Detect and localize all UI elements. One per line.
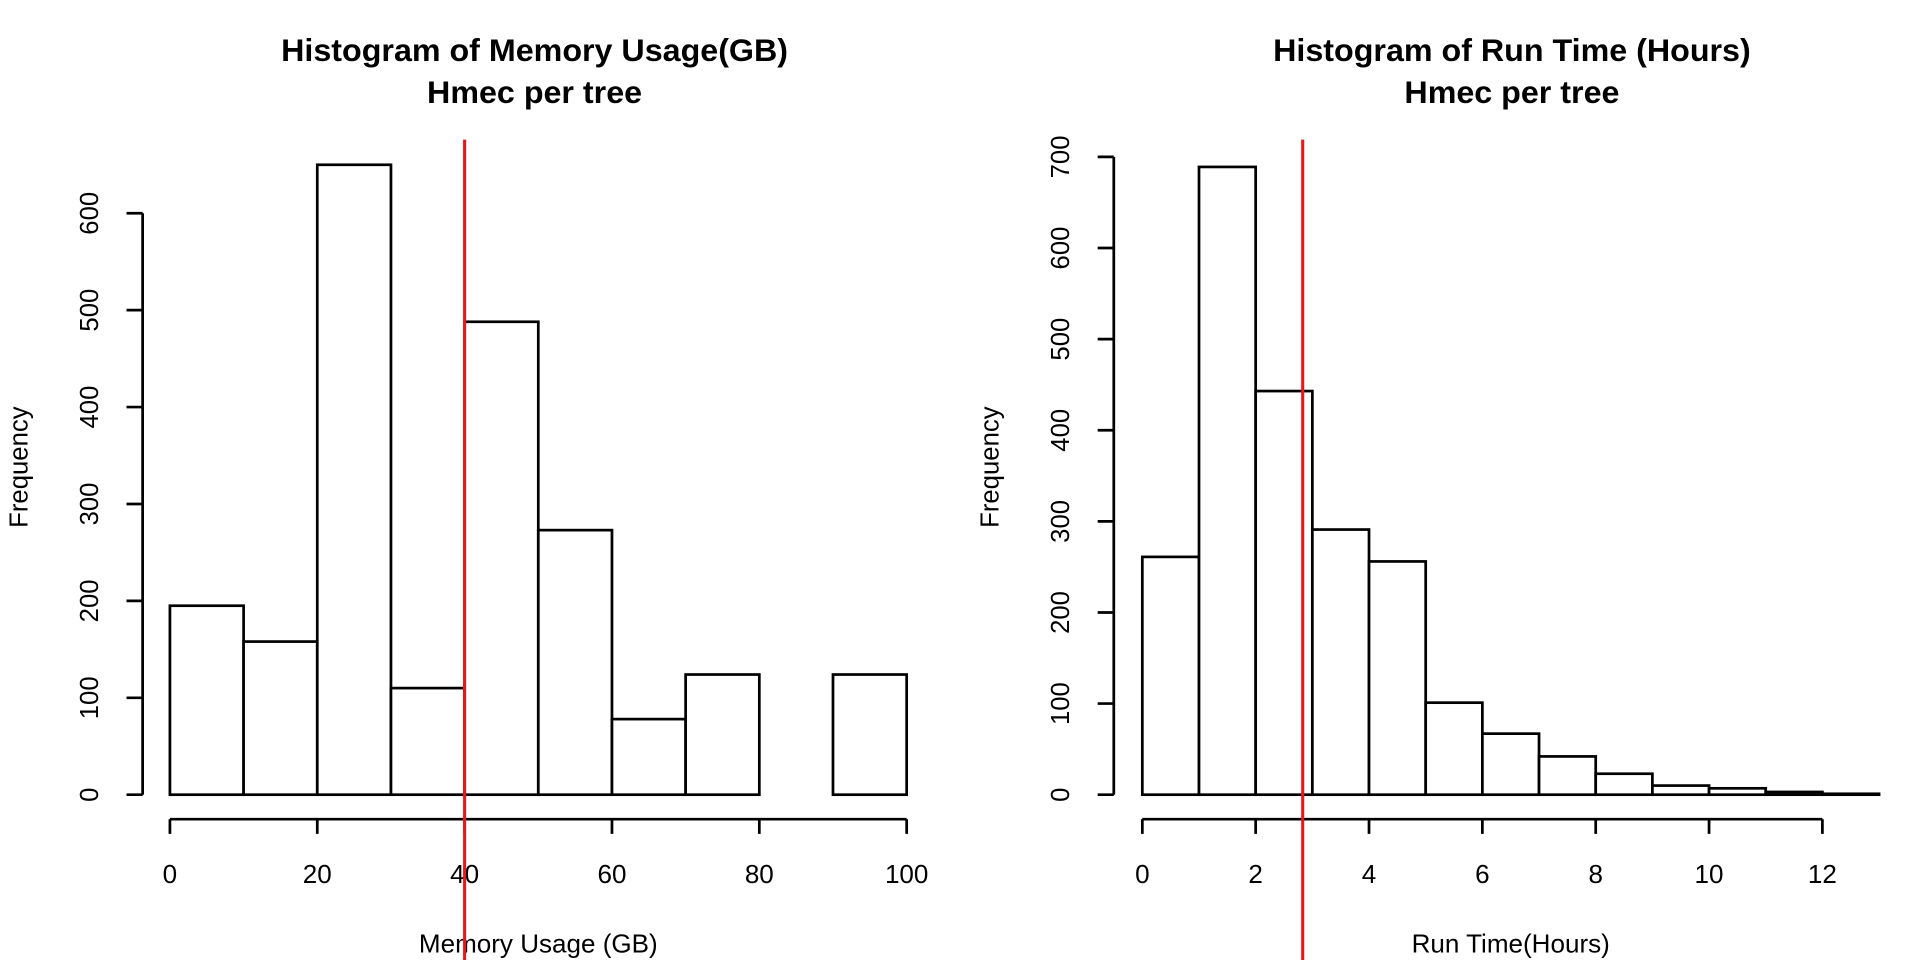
y-tick-label: 600: [1047, 227, 1075, 270]
bar: [1821, 792, 1881, 797]
bar: [463, 320, 540, 797]
bar: [1197, 165, 1258, 797]
y-axis-label: Frequency: [5, 406, 33, 528]
y-axis-label: Frequency: [976, 406, 1004, 528]
x-tick-label: 100: [885, 861, 928, 889]
y-tick-label: 200: [1047, 591, 1075, 634]
x-tick-label: 10: [1695, 861, 1724, 889]
bar: [1310, 528, 1371, 797]
y-tick-label: 0: [76, 788, 104, 802]
bar: [1480, 732, 1541, 797]
bar: [536, 528, 614, 797]
bar: [1764, 790, 1824, 797]
bar: [1594, 772, 1654, 797]
bar: [1367, 560, 1428, 797]
x-tick-label: 2: [1248, 861, 1262, 889]
x-axis-label: Memory Usage (GB): [419, 931, 658, 959]
y-tick-label: 600: [76, 192, 104, 235]
bar: [831, 673, 909, 797]
bar: [684, 673, 761, 797]
y-tick-label: 300: [1047, 500, 1075, 543]
x-tick-label: 80: [745, 861, 774, 889]
y-tick-label: 100: [76, 676, 104, 719]
y-tick-label: 500: [1047, 318, 1075, 361]
y-tick-label: 300: [76, 483, 104, 526]
chart-title: Histogram of Memory Usage(GB): [281, 32, 788, 68]
bar: [1707, 786, 1768, 797]
x-axis-label: Run Time(Hours): [1412, 931, 1610, 959]
x-tick-label: 8: [1588, 861, 1602, 889]
x-tick-label: 20: [303, 861, 332, 889]
x-tick-label: 6: [1475, 861, 1489, 889]
bar: [1651, 784, 1711, 797]
x-tick-label: 60: [597, 861, 626, 889]
bar: [242, 640, 319, 797]
y-tick-label: 500: [76, 289, 104, 332]
x-tick-label: 0: [163, 861, 177, 889]
y-tick-label: 700: [1047, 135, 1075, 178]
bar: [315, 163, 393, 797]
chart-title: Histogram of Run Time (Hours): [1273, 32, 1751, 68]
bar: [389, 686, 466, 797]
y-tick-label: 400: [76, 386, 104, 429]
bar: [610, 717, 688, 797]
y-tick-label: 400: [1047, 409, 1075, 452]
y-tick-label: 200: [76, 579, 104, 622]
bar: [1537, 755, 1598, 797]
y-tick-label: 0: [1047, 788, 1075, 802]
bar: [168, 604, 245, 797]
y-tick-label: 100: [1047, 682, 1075, 725]
bar: [1424, 701, 1484, 797]
bar: [1140, 555, 1201, 797]
x-tick-label: 12: [1808, 861, 1837, 889]
x-tick-label: 0: [1135, 861, 1149, 889]
x-tick-label: 4: [1362, 861, 1376, 889]
chart-subtitle: Hmec per tree: [1404, 74, 1619, 110]
chart-subtitle: Hmec per tree: [427, 74, 642, 110]
